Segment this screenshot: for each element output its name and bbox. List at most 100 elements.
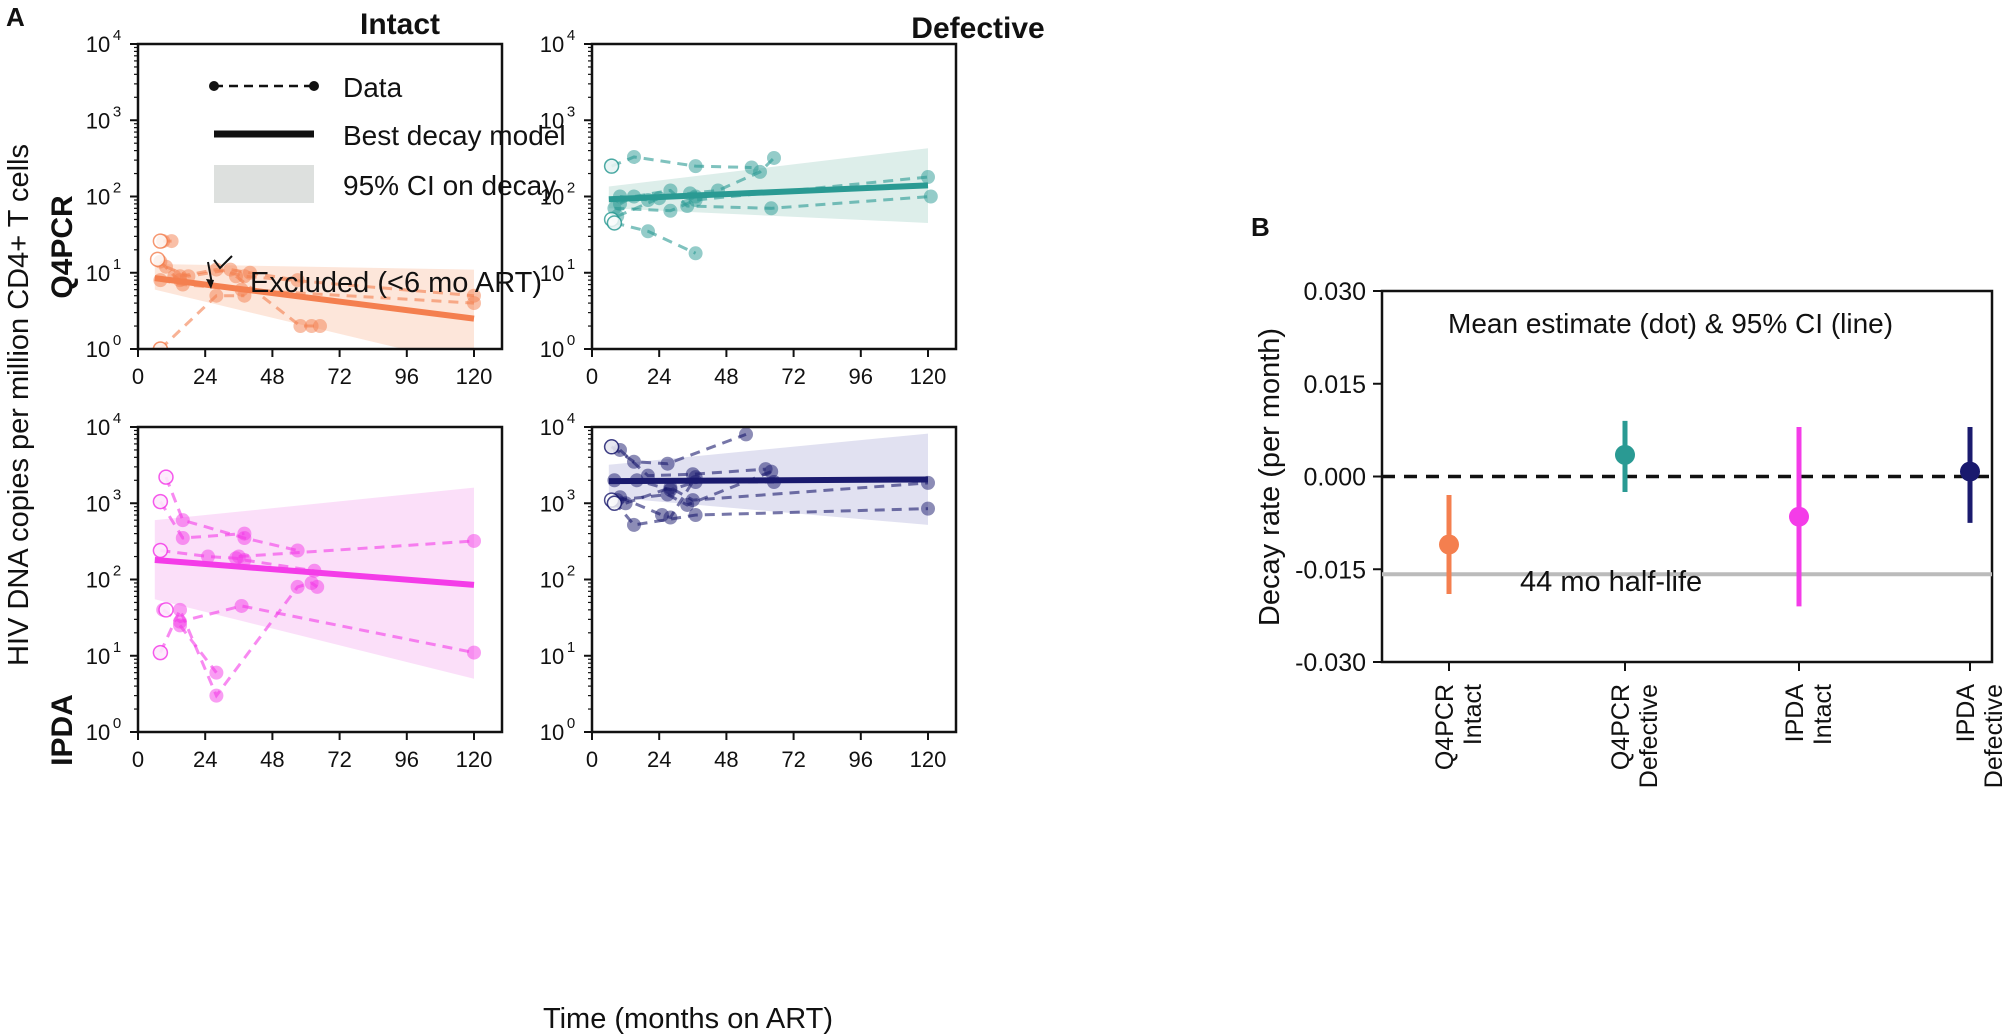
data-point-ipda-intact xyxy=(231,549,246,564)
plot-area-ipda-defective xyxy=(603,427,935,532)
excluded-arrow-tail xyxy=(213,255,233,270)
data-point-q4pcr-defective xyxy=(921,170,935,185)
y-tick-label-ipda-intact: 10 xyxy=(86,568,110,593)
data-point-ipda-intact xyxy=(175,513,190,528)
data-point-ipda-defective xyxy=(764,464,779,479)
data-line-ipda-defective-5 xyxy=(625,481,929,505)
data-point-ipda-intact xyxy=(467,533,481,548)
x-tick-label-q4pcr-defective: 72 xyxy=(781,364,805,389)
y-tick-label-ipda-defective: 10 xyxy=(540,644,564,669)
x-tick-label-ipda-intact: 48 xyxy=(260,747,284,772)
data-point-q4pcr-defective xyxy=(663,203,678,218)
y-tick-exp-ipda-defective: 0 xyxy=(567,715,575,732)
data-point-ipda-intact xyxy=(234,598,249,613)
y-tick-exp-ipda-intact: 2 xyxy=(113,563,121,580)
data-point-q4pcr-intact xyxy=(293,319,308,334)
data-point-ipda-defective xyxy=(660,456,675,471)
y-tick-exp-q4pcr-defective: 4 xyxy=(567,27,575,44)
data-point-ipda-intact xyxy=(173,618,187,633)
panel-b-y-tick-label: 0.000 xyxy=(1303,464,1366,492)
data-line-q4pcr-defective-0 xyxy=(611,155,752,170)
y-tick-label-q4pcr-intact: 10 xyxy=(86,261,110,286)
data-point-q4pcr-defective xyxy=(688,159,703,174)
y-tick-label-q4pcr-intact: 10 xyxy=(86,32,110,57)
y-tick-exp-q4pcr-defective: 1 xyxy=(567,256,575,273)
excluded-point-q4pcr-defective xyxy=(603,158,620,174)
y-tick-label-ipda-defective: 10 xyxy=(540,491,564,516)
mean-dot-q4pcr-defective xyxy=(1615,444,1635,465)
column-title-defective: Defective xyxy=(911,12,1044,45)
data-point-ipda-intact xyxy=(201,549,215,564)
x-tick-label-q4pcr-defective: 0 xyxy=(586,364,598,389)
data-line-ipda-intact-6 xyxy=(178,624,218,674)
panel-b-y-ticks: 0.030 0.015 0.000 -0.015 -0.030 xyxy=(1295,278,1382,677)
y-tick-label-q4pcr-defective: 10 xyxy=(540,32,564,57)
y-tick-exp-q4pcr-defective: 2 xyxy=(567,180,575,197)
data-point-q4pcr-defective xyxy=(680,199,695,214)
category-label-line: IPDA xyxy=(1781,684,1809,743)
column-title-intact: Intact xyxy=(360,8,440,41)
x-tick-label-ipda-defective: 0 xyxy=(586,747,598,772)
y-tick-label-q4pcr-defective: 10 xyxy=(540,185,564,210)
model-line-q4pcr-intact xyxy=(154,275,475,322)
panel-b-y-tick-label: -0.030 xyxy=(1295,649,1366,677)
y-tick-label-q4pcr-defective: 10 xyxy=(540,261,564,286)
data-point-ipda-defective xyxy=(688,508,703,523)
excluded-point-q4pcr-defective xyxy=(606,215,623,231)
model-line-q4pcr-defective xyxy=(608,182,929,203)
y-tick-exp-q4pcr-intact: 3 xyxy=(113,103,121,120)
x-tick-label-q4pcr-intact: 72 xyxy=(327,364,351,389)
category-label-line: Q4PCR xyxy=(1607,684,1635,770)
plot-area-q4pcr-defective xyxy=(603,148,938,261)
x-tick-label-ipda-intact: 72 xyxy=(327,747,351,772)
category-label-line: Defective xyxy=(1635,684,1663,788)
legend: Data Best decay model 95% CI on decay xyxy=(209,72,566,203)
y-tick-exp-ipda-intact: 1 xyxy=(113,639,121,656)
y-tick-exp-ipda-intact: 0 xyxy=(113,715,121,732)
y-tick-label-q4pcr-intact: 10 xyxy=(86,108,110,133)
data-point-ipda-intact xyxy=(290,579,305,594)
data-point-q4pcr-defective xyxy=(753,164,767,179)
panel-b-decay-rates: 0.030 0.015 0.000 -0.015 -0.030 44 mo half-l… xyxy=(1254,278,2002,788)
data-point-ipda-intact xyxy=(209,665,224,680)
y-tick-label-ipda-intact: 10 xyxy=(86,491,110,516)
panel-label-b: B xyxy=(1251,212,1270,242)
legend-model-label: Best decay model xyxy=(343,120,566,151)
excluded-label: Excluded (<6 mo ART) xyxy=(250,267,542,299)
x-tick-label-ipda-defective: 96 xyxy=(849,747,873,772)
category-label-ipda-intact: IPDAIntact xyxy=(1781,684,1837,745)
x-tick-label-ipda-intact: 0 xyxy=(132,747,144,772)
data-point-q4pcr-intact xyxy=(467,296,481,311)
data-line-ipda-defective-4 xyxy=(613,500,929,527)
x-tick-label-q4pcr-defective: 24 xyxy=(647,364,671,389)
data-point-ipda-defective xyxy=(627,517,641,532)
mean-dot-ipda-defective xyxy=(1960,461,1980,482)
data-point-q4pcr-defective xyxy=(627,149,641,164)
legend-data-dot-left xyxy=(209,81,219,91)
row-label-q4pcr: Q4PCR xyxy=(46,195,79,299)
excluded-point-q4pcr-intact xyxy=(152,233,169,249)
y-tick-exp-q4pcr-intact: 4 xyxy=(113,27,121,44)
mean-dot-ipda-intact xyxy=(1789,506,1809,527)
data-line-ipda-intact-0 xyxy=(164,476,298,552)
y-tick-label-q4pcr-intact: 10 xyxy=(86,185,110,210)
y-tick-exp-ipda-intact: 4 xyxy=(113,410,121,427)
data-point-ipda-intact xyxy=(310,579,325,594)
data-line-ipda-defective-1 xyxy=(618,448,766,478)
data-point-q4pcr-intact xyxy=(164,234,179,249)
y-tick-exp-q4pcr-defective: 0 xyxy=(567,332,575,349)
y-tick-exp-q4pcr-intact: 2 xyxy=(113,180,121,197)
x-tick-label-q4pcr-intact: 96 xyxy=(395,364,419,389)
half-life-label: 44 mo half-life xyxy=(1520,566,1702,598)
y-tick-exp-ipda-defective: 4 xyxy=(567,410,575,427)
mean-dot-q4pcr-intact xyxy=(1439,534,1459,555)
data-point-ipda-intact xyxy=(175,531,190,546)
category-label-line: IPDA xyxy=(1952,684,1980,743)
data-point-ipda-intact xyxy=(467,645,481,660)
category-label-line: Defective xyxy=(1980,684,2002,788)
excluded-point-ipda-defective xyxy=(603,439,620,455)
x-axis-label: Time (months on ART) xyxy=(543,1003,833,1035)
